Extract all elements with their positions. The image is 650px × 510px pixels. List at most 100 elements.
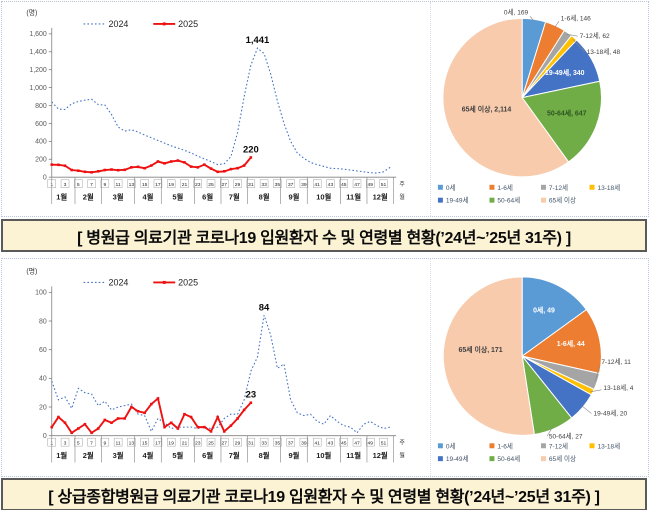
pie-label-7-12세: 7-12세, 11 (601, 357, 631, 366)
svg-text:월: 월 (399, 193, 404, 201)
svg-text:33: 33 (261, 440, 267, 446)
svg-text:6월: 6월 (202, 450, 213, 460)
svg-text:65세 이상: 65세 이상 (549, 454, 576, 463)
svg-text:11월: 11월 (346, 450, 361, 460)
pie-label-0세: 0세, 49 (533, 306, 555, 315)
series-2024 (51, 47, 391, 174)
pie-label-19-49세: 19-49세, 340 (545, 68, 585, 77)
svg-text:27: 27 (222, 440, 228, 446)
svg-text:47: 47 (354, 440, 360, 446)
pie-label-65세 이상: 65세 이상, 2,114 (462, 104, 512, 113)
y-axis: 0 20 40 60 80 100 (35, 286, 53, 440)
svg-text:9: 9 (103, 182, 106, 188)
svg-text:2024: 2024 (109, 277, 129, 287)
pie-chart-svg: 0세, 49 1-6세, 44 7-12세, 11 13-18세, 4 19-49세, … (437, 276, 634, 463)
pie-label-13-18세: 13-18세, 4 (603, 383, 633, 392)
svg-text:35: 35 (275, 440, 281, 446)
svg-text:11월: 11월 (346, 192, 361, 202)
svg-text:10월: 10월 (316, 192, 331, 202)
svg-text:13: 13 (129, 440, 135, 446)
svg-text:13-18세: 13-18세 (597, 183, 620, 192)
svg-text:31: 31 (248, 182, 254, 188)
svg-text:3월: 3월 (113, 192, 124, 202)
svg-text:31: 31 (248, 440, 254, 446)
svg-text:1,400: 1,400 (29, 49, 47, 56)
svg-text:15: 15 (142, 440, 148, 446)
svg-text:51: 51 (381, 182, 387, 188)
svg-text:2025: 2025 (178, 19, 198, 29)
pie-label-19-49세: 19-49세, 20 (594, 409, 628, 418)
svg-text:1월: 1월 (56, 450, 67, 460)
pie-slice-65세 이상 (442, 276, 535, 436)
svg-text:400: 400 (35, 139, 47, 146)
pie-legend: 0세 1-6세 7-12세 13-18세 19-49세 50-64세 65세 이상 (437, 183, 620, 205)
series-2024 (51, 315, 391, 434)
svg-text:33: 33 (261, 182, 267, 188)
x-axis: 1357911131517192123252729313335373941434… (47, 176, 405, 205)
y-axis-unit: (명) (26, 266, 37, 275)
pie-chart-svg: 0세, 169 1-6세, 146 7-12세, 62 13-18세, 48 19-49… (437, 7, 621, 205)
series-2025-markers (50, 156, 253, 174)
svg-text:9월: 9월 (288, 192, 299, 202)
svg-text:0: 0 (43, 175, 47, 182)
svg-text:9: 9 (103, 440, 106, 446)
svg-text:600: 600 (35, 121, 47, 128)
svg-text:0세: 0세 (446, 183, 456, 192)
svg-text:17: 17 (155, 440, 161, 446)
pie-slice-1-6세 (520, 308, 602, 375)
svg-text:12월: 12월 (373, 450, 388, 460)
svg-text:25: 25 (208, 182, 214, 188)
y-axis-unit: (명) (26, 8, 37, 17)
svg-text:8월: 8월 (259, 450, 270, 460)
svg-text:주: 주 (399, 181, 405, 188)
svg-text:27: 27 (222, 182, 228, 188)
svg-text:41: 41 (314, 182, 320, 188)
svg-text:2024: 2024 (109, 19, 129, 29)
tertiary-weekly-line-chart: (명)0204060801001357911131517192123252729… (2, 259, 431, 476)
svg-text:19-49세: 19-49세 (446, 196, 469, 205)
tertiary-caption-text: [ 상급종합병원급 의료기관 코로나19 입원환자 수 및 연령별 현황(’24… (48, 488, 600, 506)
svg-text:15: 15 (142, 182, 148, 188)
svg-text:23: 23 (195, 440, 201, 446)
svg-text:29: 29 (235, 440, 241, 446)
y-axis: 0 200 400 600 800 1,000 1,200 1,400 1,600 (29, 27, 53, 182)
pie-label-1-6세: 1-6세, 146 (561, 13, 591, 22)
svg-text:9월: 9월 (288, 450, 299, 460)
svg-text:49: 49 (368, 182, 374, 188)
svg-text:40: 40 (39, 376, 47, 383)
svg-text:200: 200 (35, 157, 47, 164)
svg-text:6월: 6월 (202, 192, 213, 202)
svg-text:49: 49 (368, 440, 374, 446)
svg-text:21: 21 (182, 440, 188, 446)
series-2025-markers (50, 397, 253, 435)
svg-text:1,200: 1,200 (29, 67, 47, 74)
pie-slice-65세 이상 (442, 17, 570, 178)
pie-label-0세: 0세, 169 (504, 7, 529, 16)
svg-text:13-18세: 13-18세 (597, 441, 620, 450)
svg-text:51: 51 (381, 440, 387, 446)
svg-text:45: 45 (341, 440, 347, 446)
tertiary-caption-bar: [ 상급종합병원급 의료기관 코로나19 입원환자 수 및 연령별 현황(’24… (1, 478, 647, 510)
svg-text:주: 주 (399, 440, 405, 447)
svg-text:13: 13 (129, 182, 135, 188)
svg-text:11: 11 (116, 440, 121, 446)
svg-text:19: 19 (168, 182, 174, 188)
line-chart-svg: (명) 0 200 400 600 800 1,000 1,200 1,400 1,600 13 5 7… (26, 8, 405, 205)
pie-slice-0세 (521, 276, 588, 358)
pie-label-50-64세: 50-64세, 647 (547, 108, 587, 117)
svg-text:7: 7 (90, 440, 93, 446)
svg-text:0: 0 (43, 433, 47, 440)
hospital-weekly-line-chart: (명) 0 200 400 600 800 1,000 1,200 1,400 1,600 13 5 7… (2, 2, 431, 216)
svg-text:10월: 10월 (316, 450, 331, 460)
pie-slice-50-64세 (521, 80, 602, 163)
svg-text:5: 5 (77, 440, 80, 446)
svg-text:29: 29 (235, 182, 241, 188)
svg-text:3: 3 (64, 440, 67, 446)
hospital-age-pie-chart: 0세, 169 1-6세, 146 7-12세, 62 13-18세, 48 19-49… (431, 2, 649, 216)
svg-text:35: 35 (275, 182, 281, 188)
svg-text:50-64세: 50-64세 (497, 196, 520, 205)
svg-text:39: 39 (301, 182, 307, 188)
svg-text:0세: 0세 (446, 441, 456, 450)
chart-legend: 2024 2025 (83, 19, 198, 29)
